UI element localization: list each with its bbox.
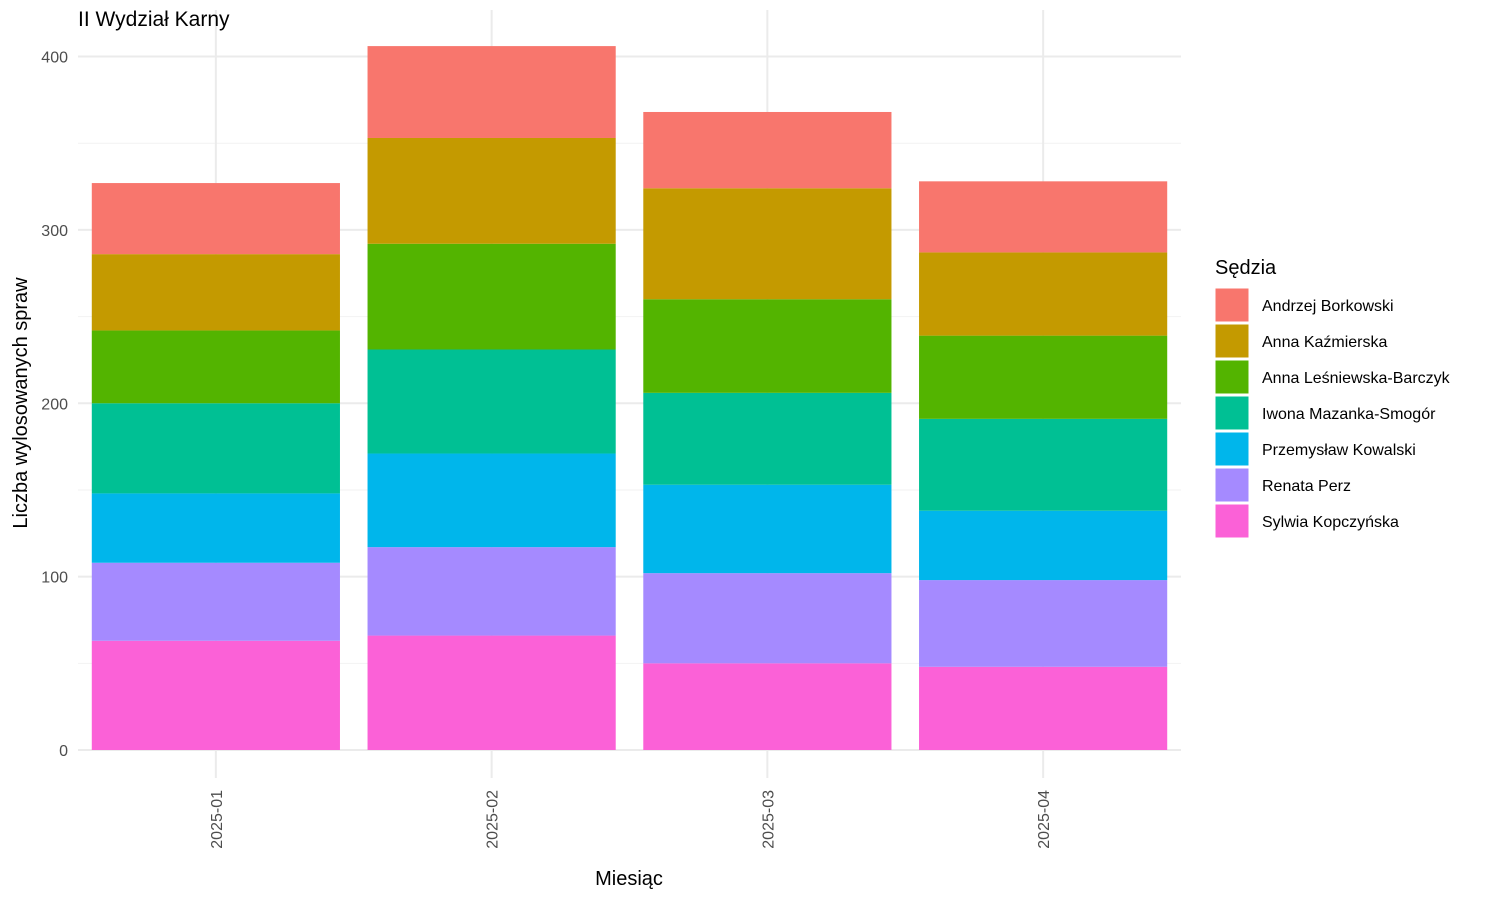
bar-segment [643,299,892,393]
bar-segment [91,403,340,494]
legend-swatch [1214,467,1250,503]
bar-segment [919,181,1168,253]
bar-segment [91,562,340,641]
legend-label: Anna Kaźmierska [1262,334,1387,351]
y-tick-label: 200 [41,396,68,413]
legend-label: Anna Leśniewska-Barczyk [1262,370,1451,387]
bar-segment [91,330,340,404]
y-tick-label: 100 [41,570,68,587]
bar-segment [643,392,892,485]
bar-segment [367,349,616,454]
bars [91,46,1168,750]
bar-segment [367,46,616,138]
y-axis-title: Liczba wylosowanych spraw [10,277,32,529]
x-tick-label: 2025-04 [1036,790,1053,849]
legend-label: Sylwia Kopczyńska [1262,514,1399,531]
legend-label: Przemysław Kowalski [1262,442,1416,459]
bar-segment [91,493,340,563]
bar-segment [919,252,1168,336]
bar-segment [367,547,616,636]
legend-label: Iwona Mazanka-Smogór [1262,406,1436,423]
bar-segment [643,663,892,750]
legend-label: Andrzej Borkowski [1262,298,1394,315]
x-tick-label: 2025-03 [760,790,777,849]
bar-segment [367,243,616,350]
bar-segment [919,335,1168,419]
x-axis-title: Miesiąc [595,868,663,890]
y-axis-ticks: 0 100 200 300 400 [41,50,68,761]
bar-segment [91,183,340,255]
x-axis-ticks: 2025-01 2025-02 2025-03 2025-04 [209,790,1053,849]
legend-title: Sędzia [1215,257,1277,279]
bar-segment [91,254,340,331]
bar-segment [643,484,892,574]
bar-segment [643,573,892,664]
legend-swatch [1214,359,1250,395]
bar-segment [367,453,616,548]
bar-segment [643,111,892,189]
bar-segment [367,137,616,244]
bar-segment [919,418,1168,511]
legend-swatch [1214,395,1250,431]
bar-segment [367,635,616,750]
chart-title: II Wydział Karny [78,8,230,31]
y-tick-label: 300 [41,223,68,240]
legend-swatch [1214,503,1250,539]
bar-segment [919,580,1168,667]
bar-segment [919,510,1168,581]
x-tick-label: 2025-02 [485,790,502,849]
legend-swatch [1214,323,1250,359]
bar-segment [643,188,892,300]
x-tick-label: 2025-01 [209,790,226,849]
y-tick-label: 0 [59,743,68,760]
legend-swatch [1214,287,1250,323]
legend-label: Renata Perz [1262,478,1351,495]
legend: Sędzia Andrzej Borkowski Anna Kaźmierska A… [1214,257,1451,539]
bar-segment [91,640,340,750]
y-tick-label: 400 [41,50,68,67]
bar-segment [919,666,1168,750]
legend-swatch [1214,431,1250,467]
